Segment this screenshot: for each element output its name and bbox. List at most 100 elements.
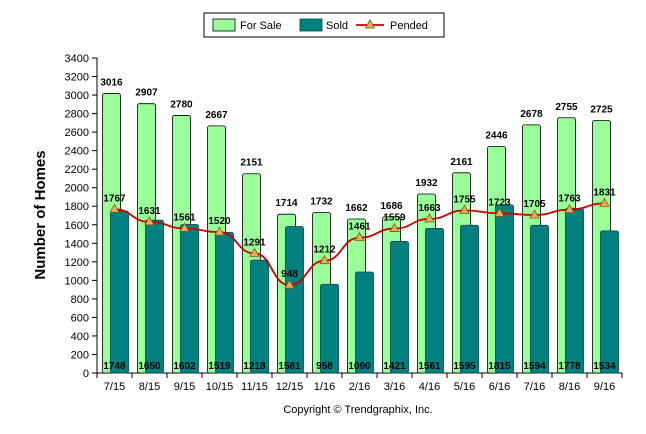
sold-label: 1421 [383, 361, 406, 372]
sold-label: 1534 [593, 361, 616, 372]
pended-point [319, 254, 330, 265]
pended-point [599, 197, 610, 207]
for-sale-label: 1932 [415, 178, 438, 189]
pended-label: 1767 [103, 193, 126, 204]
y-tick-label: 3000 [65, 90, 89, 102]
for-sale-label: 2151 [240, 158, 263, 169]
pended-label: 1723 [488, 197, 511, 208]
pended-label: 1212 [313, 245, 336, 256]
y-tick-label: 2800 [65, 109, 89, 121]
x-tick-label: 8/15 [139, 381, 160, 393]
for-sale-label: 1714 [275, 198, 298, 209]
y-axis: 0 200 400 600 800 1000 1200 1400 1600 1800 2000 220… [65, 53, 622, 380]
pended-point [284, 279, 295, 289]
plot-area: 7/15 8/15 9/15 10/15 11/15 12/15 1/16 2/16 3/16 4… [96, 78, 623, 393]
y-tick-label: 2400 [65, 146, 89, 158]
legend: For Sale Sold Pended [203, 12, 445, 38]
sold-label: 958 [316, 361, 333, 372]
pended-label: 1755 [453, 194, 476, 205]
pended-label: 1705 [523, 199, 546, 210]
x-tick-label: 9/15 [174, 381, 195, 393]
x-tick-label: 4/16 [419, 381, 440, 393]
y-tick-label: 2000 [65, 183, 89, 195]
y-tick-label: 2600 [65, 127, 89, 139]
sold-bar [530, 224, 549, 374]
for-sale-label: 1686 [380, 201, 403, 212]
x-tick-label: 7/16 [524, 381, 545, 393]
legend-label-sold: Sold [326, 20, 348, 32]
for-sale-label: 2907 [135, 88, 158, 99]
pended-point [109, 203, 120, 213]
pended-label: 1291 [243, 237, 266, 248]
sold-label: 1650 [138, 361, 161, 372]
sold-bar [285, 226, 304, 374]
sold-bar [565, 207, 584, 374]
sold-label: 1519 [208, 361, 231, 372]
sold-label: 1090 [348, 361, 371, 372]
pended-label: 948 [281, 269, 298, 280]
sold-label: 1581 [278, 361, 301, 372]
y-tick-label: 1600 [65, 220, 89, 232]
sold-label: 1561 [418, 361, 441, 372]
y-tick-label: 600 [71, 312, 89, 324]
pended-point [214, 226, 225, 236]
y-tick-label: 0 [83, 368, 89, 380]
for-sale-label: 3016 [100, 78, 123, 89]
y-tick-label: 1800 [65, 201, 89, 213]
sold-label: 1602 [173, 361, 196, 372]
sold-label: 1815 [488, 361, 511, 372]
y-tick-label: 1400 [65, 238, 89, 250]
pended-point [354, 231, 365, 242]
x-tick-label: 7/15 [104, 381, 125, 393]
for-sale-label: 1662 [345, 203, 368, 214]
for-sale-label: 2446 [485, 130, 508, 141]
copyright-text: Copyright © Trendgraphix, Inc. [283, 404, 432, 416]
pended-point [389, 222, 400, 232]
pended-point [144, 216, 155, 226]
pended-point [529, 209, 540, 219]
y-tick-label: 2200 [65, 164, 89, 176]
pended-label: 1461 [348, 222, 371, 233]
pended-point [459, 204, 470, 214]
legend-label-for-sale: For Sale [240, 20, 282, 32]
pended-point [564, 203, 575, 214]
x-tick-label: 8/16 [559, 381, 580, 393]
sold-bar [460, 224, 479, 374]
sold-bar [355, 271, 374, 374]
pended-label: 1520 [208, 216, 231, 227]
y-tick-label: 3200 [65, 72, 89, 84]
x-tick-label: 5/16 [454, 381, 475, 393]
x-tick-label: 11/15 [241, 381, 268, 393]
sold-bar [145, 219, 164, 374]
sold-bar [250, 259, 269, 374]
for-sale-label: 2161 [450, 157, 473, 168]
x-tick-label: 6/16 [489, 381, 510, 393]
sold-bar [110, 210, 129, 374]
sold-bar [495, 204, 514, 374]
pended-label: 1663 [418, 203, 441, 214]
x-tick-label: 10/15 [206, 381, 234, 393]
pended-point [424, 213, 435, 223]
legend-box [203, 12, 445, 38]
y-tick-label: 1200 [65, 257, 89, 269]
for-sale-label: 2780 [170, 99, 193, 110]
legend-swatch-for-sale [212, 18, 236, 32]
legend-swatch-pended-marker [364, 19, 376, 29]
legend-swatch-sold [299, 18, 323, 32]
y-tick-label: 200 [71, 349, 89, 361]
pended-point [494, 207, 505, 217]
for-sale-label: 2725 [590, 105, 613, 116]
sold-bar [215, 231, 234, 374]
sold-bar [425, 227, 444, 374]
pended-label: 1831 [593, 187, 616, 198]
pended-label: 1763 [558, 194, 581, 205]
for-sale-label: 2667 [205, 110, 228, 121]
x-tick-label: 9/16 [594, 381, 615, 393]
sold-bar [390, 240, 409, 374]
y-tick-label: 1000 [65, 275, 89, 287]
y-axis-title: Number of Homes [32, 150, 49, 279]
pended-point [249, 247, 260, 257]
sold-label: 1748 [103, 361, 126, 372]
legend-label-pended: Pended [390, 20, 428, 32]
for-sale-label: 1732 [310, 197, 333, 208]
